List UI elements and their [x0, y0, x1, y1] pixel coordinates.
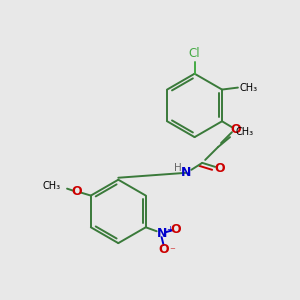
Text: CH₃: CH₃: [43, 181, 61, 191]
Text: O: O: [158, 243, 169, 256]
Text: O: O: [72, 185, 82, 198]
Text: O: O: [231, 123, 241, 136]
Text: +: +: [167, 225, 173, 234]
Text: O: O: [170, 223, 181, 236]
Text: CH₃: CH₃: [236, 127, 254, 137]
Text: H: H: [174, 163, 181, 173]
Text: N: N: [181, 166, 192, 179]
Text: ⁻: ⁻: [169, 246, 175, 256]
Text: N: N: [156, 227, 167, 240]
Text: Cl: Cl: [189, 47, 200, 60]
Text: O: O: [215, 162, 225, 175]
Text: CH₃: CH₃: [240, 82, 258, 93]
